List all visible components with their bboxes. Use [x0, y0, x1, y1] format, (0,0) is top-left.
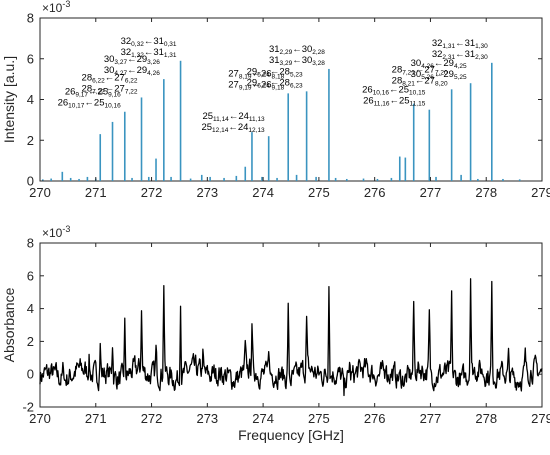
intensity-sticks [41, 60, 521, 181]
transition-label-line: 303,27←293,26 [104, 54, 160, 66]
transition-label-line: 295,24←285,23 [247, 66, 303, 78]
absorbance-x-tick-label: 270 [29, 411, 51, 426]
absorbance-x-tick-label: 275 [308, 411, 330, 426]
absorbance-y-tick-label: 8 [27, 236, 34, 251]
absorbance-series-line [39, 278, 543, 397]
absorbance-y-tick-label: 4 [27, 301, 34, 316]
transition-label-line: 2610,17←2510,16 [58, 98, 122, 110]
absorbance-x-tick-label: 272 [141, 411, 163, 426]
absorbance-x-tick-label: 279 [531, 411, 550, 426]
intensity-y-tick-label: 2 [27, 133, 34, 148]
intensity-x-tick-label: 276 [364, 185, 386, 200]
transition-label-line: 279,19←269,18 [228, 79, 284, 91]
intensity-x-tick-label: 271 [85, 185, 107, 200]
intensity-y-tick-label: 4 [27, 92, 34, 107]
absorbance-x-tick-label: 278 [475, 411, 497, 426]
intensity-x-tick-label: 274 [252, 185, 274, 200]
intensity-x-tick-label: 272 [141, 185, 163, 200]
absorbance-panel: 270 271 272 273 274 275 276 277 278 279 -2 0 2 4 6 8 A… [1, 224, 550, 443]
transition-label-line: 321,32←311,31 [121, 47, 177, 59]
absorbance-x-tick-label: 277 [420, 411, 442, 426]
transition-label-line: 313,29←303,28 [269, 55, 325, 67]
intensity-x-tick-label: 279 [531, 185, 550, 200]
absorbance-y-tick-label: 6 [27, 268, 34, 283]
transition-label-line: 286,22←276,22 [82, 72, 138, 84]
intensity-y-axis-label: Intensity [a.u.] [1, 56, 17, 143]
transition-label-line: 269,17←259,16 [65, 87, 121, 99]
transition-label-line: 2610,16←2510,15 [362, 85, 426, 97]
absorbance-x-tick-label: 271 [85, 411, 107, 426]
transition-label-line: 2611,16←2511,15 [363, 96, 426, 108]
transition-label-line: 2511,14←2411,13 [202, 111, 265, 123]
absorbance-y-exponent-label: ×10-3 [42, 224, 70, 240]
transition-label-line: 320,32←310,31 [121, 36, 177, 48]
intensity-y-tick-label: 0 [27, 174, 34, 189]
transition-label-line: 2512,14←2412,13 [201, 122, 265, 134]
intensity-x-ticks: 270 271 272 273 274 275 276 277 278 279 [29, 18, 550, 200]
intensity-y-tick-label: 8 [27, 11, 34, 26]
intensity-y-ticks: 0 2 4 6 8 [27, 11, 542, 189]
intensity-x-tick-label: 278 [475, 185, 497, 200]
intensity-x-tick-label: 270 [29, 185, 51, 200]
transition-label-line: 287,22←277,22 [82, 83, 138, 95]
intensity-x-tick-label: 273 [196, 185, 218, 200]
absorbance-y-ticks: -2 0 2 4 6 8 [22, 236, 542, 415]
transition-labels: 269,17←259,162610,17←2510,16286,22←276,2… [58, 36, 489, 134]
transition-label-line: 288,21←278,20 [392, 75, 448, 87]
intensity-x-tick-label: 277 [420, 185, 442, 200]
absorbance-x-tick-label: 273 [196, 411, 218, 426]
transition-label-line: 278,19←268,18 [228, 68, 284, 80]
absorbance-y-tick-label: -2 [22, 400, 34, 415]
transition-label-line: 305,26←295,25 [411, 69, 467, 81]
transition-label-line: 304,27←294,26 [104, 65, 160, 77]
absorbance-x-tick-label: 276 [364, 411, 386, 426]
absorbance-x-ticks: 270 271 272 273 274 275 276 277 278 279 [29, 243, 550, 426]
transition-label-line: 287,21←277,20 [392, 64, 448, 76]
transition-label-line: 322,31←312,30 [432, 49, 488, 61]
transition-label-line: 296,24←286,23 [247, 77, 303, 89]
intensity-y-exponent-label: ×10-3 [42, 0, 70, 15]
intensity-y-tick-label: 6 [27, 51, 34, 66]
transition-label-line: 312,29←302,28 [269, 44, 325, 56]
absorbance-y-tick-label: 2 [27, 334, 34, 349]
frequency-x-axis-label: Frequency [GHz] [238, 427, 344, 443]
transition-label-line: 304,26←294,25 [411, 58, 467, 70]
transition-label-line: 321,31←311,30 [432, 38, 488, 50]
absorbance-y-tick-label: 0 [27, 367, 34, 382]
intensity-panel: 269,17←259,162610,17←2510,16286,22←276,2… [1, 0, 550, 200]
absorbance-x-tick-label: 274 [252, 411, 274, 426]
absorbance-axes-frame [39, 242, 543, 408]
intensity-x-tick-label: 275 [308, 185, 330, 200]
absorbance-y-axis-label: Absorbance [1, 287, 17, 362]
